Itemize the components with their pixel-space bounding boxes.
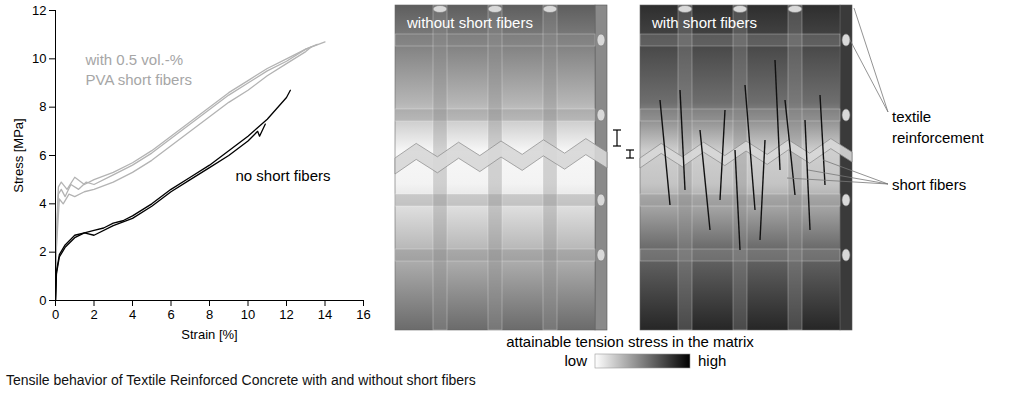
- svg-text:0: 0: [39, 293, 46, 308]
- svg-text:8: 8: [39, 99, 46, 114]
- svg-text:14: 14: [318, 307, 332, 322]
- svg-text:6: 6: [167, 307, 174, 322]
- svg-text:4: 4: [129, 307, 136, 322]
- svg-text:Strain [%]: Strain [%]: [181, 327, 237, 342]
- svg-text:with 0.5 vol.-%PVA short fiber: with 0.5 vol.-%PVA short fibers: [85, 51, 192, 88]
- svg-text:without short fibers: without short fibers: [406, 14, 533, 31]
- svg-text:high: high: [698, 352, 726, 369]
- svg-text:short fibers: short fibers: [892, 176, 966, 193]
- svg-text:0: 0: [52, 307, 59, 322]
- svg-text:attainable tension stress in t: attainable tension stress in the matrix: [506, 333, 754, 350]
- svg-text:textilereinforcement: textilereinforcement: [892, 108, 985, 146]
- svg-text:with short fibers: with short fibers: [651, 14, 757, 31]
- svg-text:12: 12: [32, 3, 46, 18]
- svg-text:6: 6: [39, 148, 46, 163]
- svg-text:12: 12: [279, 307, 293, 322]
- svg-text:no short fibers: no short fibers: [236, 167, 331, 184]
- svg-text:low: low: [564, 352, 587, 369]
- html-text:Tensile behavior of Textile Re: Tensile behavior of Textile Reinforced C…: [6, 372, 476, 388]
- svg-text:2: 2: [90, 307, 97, 322]
- svg-text:Stress [MPa]: Stress [MPa]: [11, 118, 26, 192]
- svg-text:4: 4: [39, 196, 46, 211]
- svg-text:2: 2: [39, 244, 46, 259]
- svg-text:10: 10: [32, 51, 46, 66]
- svg-text:16: 16: [356, 307, 370, 322]
- svg-text:10: 10: [241, 307, 255, 322]
- svg-text:8: 8: [206, 307, 213, 322]
